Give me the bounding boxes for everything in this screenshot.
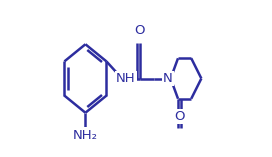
Text: NH₂: NH₂	[73, 129, 98, 142]
Text: O: O	[174, 110, 185, 123]
Text: O: O	[135, 24, 145, 37]
Text: NH: NH	[116, 72, 136, 85]
Text: N: N	[163, 72, 173, 85]
